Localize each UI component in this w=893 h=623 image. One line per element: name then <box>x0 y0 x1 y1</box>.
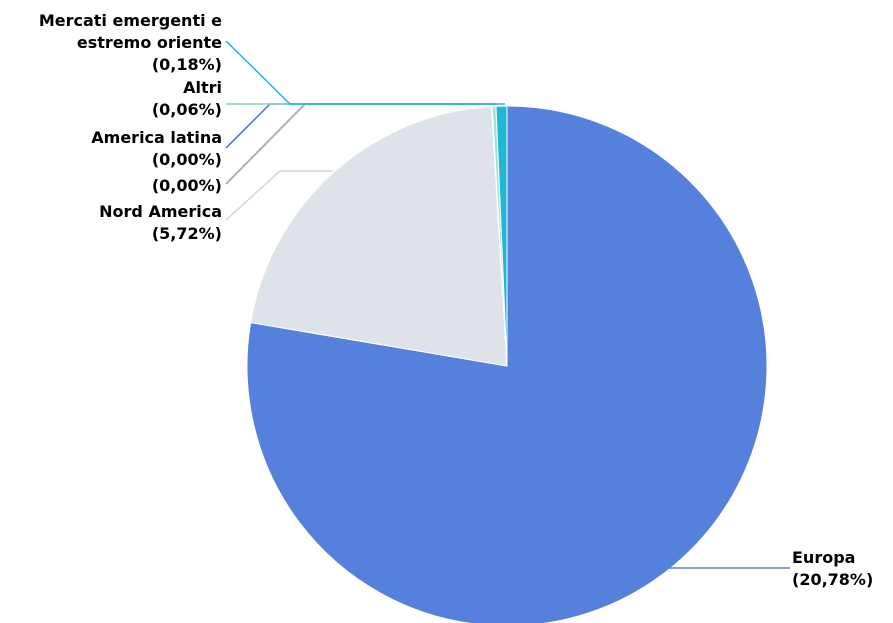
slice-label: America latina (0,00%) <box>91 128 222 169</box>
pie-slice <box>495 105 508 367</box>
leader-line <box>225 40 497 105</box>
slice-label: Europa (20,78%) <box>792 548 873 589</box>
slice-label-line: estremo oriente <box>77 33 222 52</box>
slice-label: Mercati emergenti e estremo oriente (0,18%… <box>39 11 222 74</box>
slice-label: Nord America (5,72%) <box>99 202 222 243</box>
pie-slice <box>246 105 768 623</box>
slice-label-line: (5,72%) <box>152 224 222 243</box>
slice-label-line: Altri <box>183 78 222 97</box>
slice-labels: Europa (20,78%) Nord America (5,72%) (0,00%)… <box>39 11 873 589</box>
slice-label: Altri (0,06%) <box>152 78 222 119</box>
slice-label-line: (0,00%) <box>152 150 222 169</box>
pie-slice <box>250 105 508 367</box>
slice-label-line: America latina <box>91 128 222 147</box>
slice-label-line: (0,00%) <box>152 176 222 195</box>
slice-label-line: Mercati emergenti e <box>39 11 222 30</box>
pie-slices <box>246 105 768 623</box>
leader-lines <box>225 40 790 569</box>
leader-line <box>225 170 333 221</box>
slice-label-line: Nord America <box>99 202 222 221</box>
slice-label-line: (0,18%) <box>152 55 222 74</box>
slice-label-line: Europa <box>792 548 855 567</box>
slice-label: (0,00%) <box>152 176 222 195</box>
slice-label-line: (0,06%) <box>152 100 222 119</box>
slice-label-line: (20,78%) <box>792 570 873 589</box>
